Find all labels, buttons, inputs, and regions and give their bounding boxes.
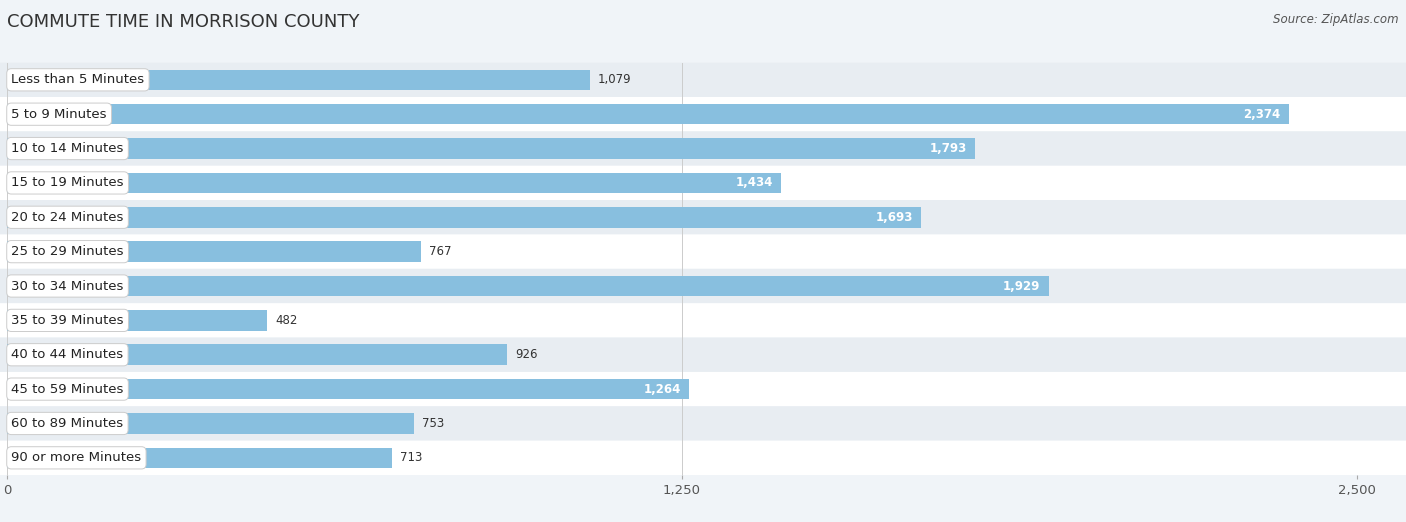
Text: 1,793: 1,793 (929, 142, 967, 155)
FancyBboxPatch shape (0, 338, 1406, 372)
Bar (7, 104, 1289, 125)
FancyBboxPatch shape (0, 269, 1406, 303)
Text: 35 to 39 Minutes: 35 to 39 Minutes (11, 314, 124, 327)
FancyBboxPatch shape (0, 406, 1406, 441)
Text: 482: 482 (276, 314, 298, 327)
Text: 30 to 34 Minutes: 30 to 34 Minutes (11, 279, 124, 292)
Bar (7, 69, 589, 90)
FancyBboxPatch shape (0, 63, 1406, 97)
Text: COMMUTE TIME IN MORRISON COUNTY: COMMUTE TIME IN MORRISON COUNTY (7, 13, 360, 31)
Text: 753: 753 (422, 417, 444, 430)
Bar (7, 173, 782, 193)
FancyBboxPatch shape (0, 303, 1406, 338)
Text: 20 to 24 Minutes: 20 to 24 Minutes (11, 211, 124, 224)
Bar (7, 207, 921, 228)
Text: 767: 767 (429, 245, 451, 258)
Text: 45 to 59 Minutes: 45 to 59 Minutes (11, 383, 124, 396)
Text: Source: ZipAtlas.com: Source: ZipAtlas.com (1274, 13, 1399, 26)
FancyBboxPatch shape (0, 166, 1406, 200)
Text: 926: 926 (515, 348, 537, 361)
Text: 5 to 9 Minutes: 5 to 9 Minutes (11, 108, 107, 121)
Text: 1,079: 1,079 (598, 73, 631, 86)
Text: 2,374: 2,374 (1243, 108, 1281, 121)
Bar (7, 276, 1049, 296)
Text: 1,929: 1,929 (1002, 279, 1040, 292)
Bar (7, 447, 392, 468)
Bar (7, 310, 267, 331)
FancyBboxPatch shape (0, 97, 1406, 132)
Text: 1,693: 1,693 (876, 211, 912, 224)
Text: 1,264: 1,264 (644, 383, 682, 396)
Text: 1,434: 1,434 (735, 176, 773, 189)
FancyBboxPatch shape (0, 132, 1406, 166)
Bar (7, 413, 413, 434)
FancyBboxPatch shape (0, 200, 1406, 234)
Text: 90 or more Minutes: 90 or more Minutes (11, 452, 142, 465)
Bar (7, 241, 422, 262)
Bar (7, 345, 508, 365)
FancyBboxPatch shape (0, 372, 1406, 406)
Text: 15 to 19 Minutes: 15 to 19 Minutes (11, 176, 124, 189)
Text: 10 to 14 Minutes: 10 to 14 Minutes (11, 142, 124, 155)
FancyBboxPatch shape (0, 234, 1406, 269)
Bar (7, 138, 976, 159)
Text: Less than 5 Minutes: Less than 5 Minutes (11, 73, 145, 86)
Text: 60 to 89 Minutes: 60 to 89 Minutes (11, 417, 124, 430)
Text: 25 to 29 Minutes: 25 to 29 Minutes (11, 245, 124, 258)
FancyBboxPatch shape (0, 441, 1406, 475)
Text: 40 to 44 Minutes: 40 to 44 Minutes (11, 348, 124, 361)
Bar (7, 379, 689, 399)
Text: 713: 713 (401, 452, 422, 465)
